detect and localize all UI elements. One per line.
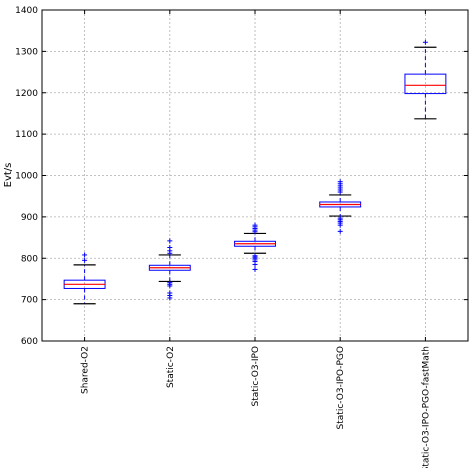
x-tick-label: Shared-O2 <box>81 346 91 394</box>
y-tick-label: 900 <box>21 213 38 223</box>
outlier-point <box>82 252 88 258</box>
x-tick-label: Static-O3-IPO <box>251 346 261 406</box>
box-static-o3-ipo <box>234 222 276 272</box>
box-static-o3-ipo-pgo-fastmath <box>404 39 447 120</box>
y-tick-label: 1400 <box>15 6 38 16</box>
x-tick-label: Static-O2 <box>166 346 176 388</box>
outlier-point <box>337 228 343 234</box>
outlier-point <box>252 266 258 272</box>
outlier-point <box>167 244 173 250</box>
y-tick-label: 1200 <box>15 89 38 99</box>
y-tick-label: 700 <box>21 296 38 306</box>
box-static-o2 <box>148 238 191 301</box>
x-tick-label: Static-O3-IPO-PGO <box>336 346 346 429</box>
outlier-point <box>167 290 173 296</box>
outlier-point <box>167 280 173 286</box>
x-tick-label: Static-O3-IPO-PGO-fastMath <box>421 346 431 468</box>
outlier-point <box>337 215 343 221</box>
boxes-group <box>63 39 447 305</box>
outlier-point <box>252 253 258 259</box>
box-iqr <box>404 73 447 95</box>
outlier-point <box>337 179 343 185</box>
y-tick-label: 800 <box>21 254 38 264</box>
outlier-point <box>422 39 428 45</box>
outlier-point <box>167 238 173 244</box>
y-axis-ticks: 600 700 800 900 1000 1100 1200 1300 1400 <box>15 6 468 347</box>
box-shared-o2 <box>63 252 106 305</box>
y-tick-label: 1100 <box>15 130 38 140</box>
y-axis-label: Evt/s <box>3 163 14 188</box>
outlier-point <box>252 222 258 228</box>
y-tick-label: 1000 <box>15 172 38 182</box>
x-axis-ticks: Shared-O2 Static-O2 Static-O3-IPO Static-O3… <box>81 10 431 468</box>
outlier-point <box>82 257 88 263</box>
box-static-o3-ipo-pgo <box>319 179 362 234</box>
y-tick-label: 1300 <box>15 47 38 57</box>
y-tick-label: 600 <box>21 337 38 347</box>
